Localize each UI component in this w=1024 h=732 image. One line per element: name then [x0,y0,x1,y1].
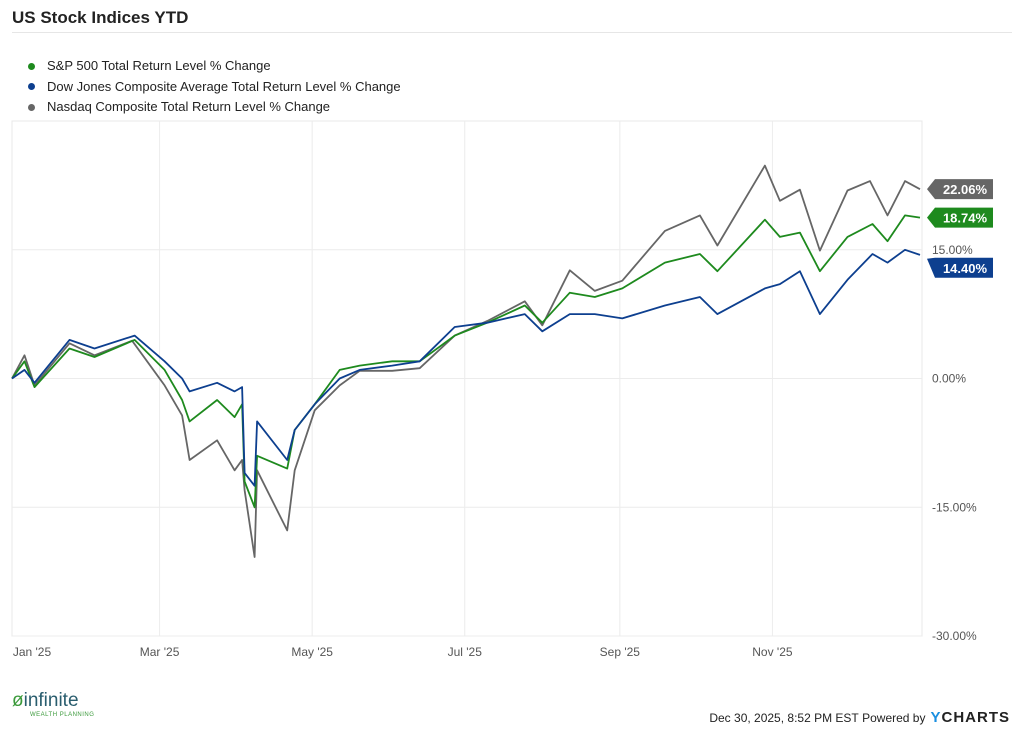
end-value-label: 14.40% [943,261,988,276]
chart-title: US Stock Indices YTD [12,8,189,27]
x-tick-label: Sep '25 [600,645,641,659]
legend: S&P 500 Total Return Level % Change Dow … [28,56,401,118]
x-tick-label: Jan '25 [13,645,52,659]
title-divider [12,32,1012,33]
legend-label: Nasdaq Composite Total Return Level % Ch… [47,99,331,114]
end-value-badge [927,207,993,228]
legend-item-nasdaq[interactable]: Nasdaq Composite Total Return Level % Ch… [28,97,401,118]
y-tick-label: -30.00% [932,629,977,643]
logo-text: infinite [23,690,79,711]
legend-label: S&P 500 Total Return Level % Change [47,58,271,73]
legend-dot-icon [28,83,35,91]
y-tick-label: 0.00% [932,372,966,386]
series-line-1 [11,248,921,487]
ycharts-logo[interactable]: YCHARTS [930,709,1010,726]
series-line-0 [11,214,921,509]
series-line-2 [11,164,921,558]
end-value-label: 22.06% [943,182,988,197]
x-tick-label: May '25 [291,645,333,659]
powered-by-text: Powered by [862,710,926,725]
y-tick-label: 15.00% [932,243,973,257]
x-tick-label: Mar '25 [140,645,180,659]
legend-label: Dow Jones Composite Average Total Return… [47,78,401,94]
x-tick-label: Nov '25 [752,645,793,659]
end-value-label: 18.74% [943,211,988,226]
end-value-badge [927,179,993,200]
timestamp: Dec 30, 2025, 8:52 PM EST [709,710,859,725]
x-tick-label: Jul '25 [448,645,483,659]
logo-subtext: WEALTH PLANNING [30,712,95,718]
legend-dot-icon [28,103,35,111]
y-tick-label: -15.00% [932,500,977,514]
legend-item-sp500[interactable]: S&P 500 Total Return Level % Change [28,56,401,77]
end-value-badge [927,257,993,278]
legend-item-dow[interactable]: Dow Jones Composite Average Total Return… [28,77,401,98]
infinite-wealth-logo: øinfinite WEALTH PLANNING [12,690,95,718]
legend-dot-icon [28,62,35,70]
footer-attribution: Dec 30, 2025, 8:52 PM EST Powered by YCH… [709,709,1010,726]
